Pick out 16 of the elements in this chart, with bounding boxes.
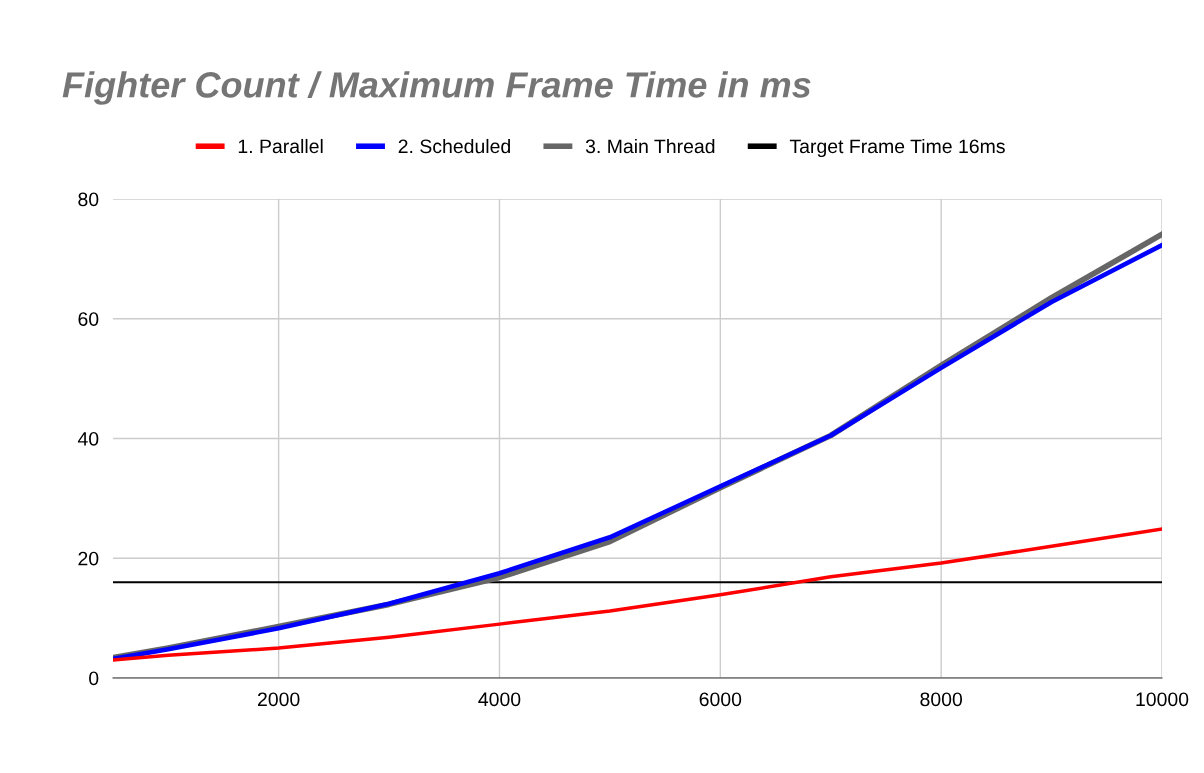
legend-label: 2. Scheduled [398,138,510,154]
legend-label: Target Frame Time 16ms [789,138,1005,158]
x-tick-label: 10000 [1136,692,1189,707]
chart-title: Fighter Count / Maximum Frame Time in ms [62,71,811,105]
y-tick-label: 60 [78,312,99,326]
y-tick-label: 0 [89,671,99,686]
x-tick-label: 4000 [478,692,521,707]
x-tick-label: 6000 [699,692,742,707]
y-tick-label: 80 [78,192,99,207]
x-tick-label: 2000 [257,692,300,707]
y-tick-label: 40 [77,431,99,446]
y-tick-label: 20 [78,551,99,566]
line-series [113,527,1162,662]
legend-label: 3. Main Thread [585,138,715,154]
x-tick-label: 8000 [920,692,963,707]
legend-label: 1. Parallel [238,138,323,154]
